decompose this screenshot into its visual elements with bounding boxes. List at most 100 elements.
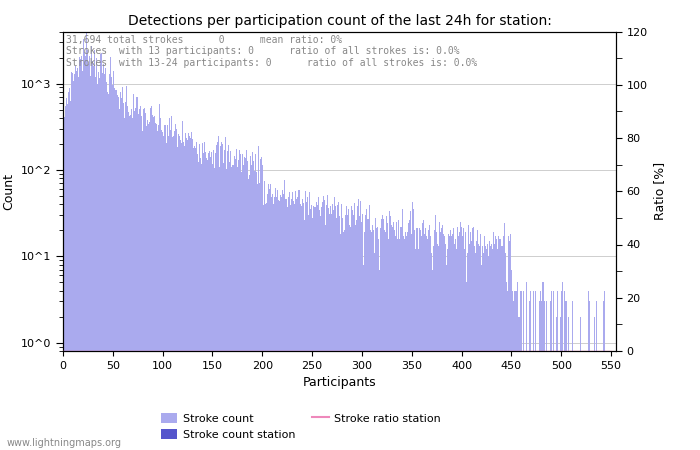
Bar xyxy=(435,215,436,450)
Bar xyxy=(396,222,398,450)
Bar xyxy=(375,218,377,450)
Bar xyxy=(105,68,106,450)
Bar xyxy=(211,152,212,450)
Bar xyxy=(197,154,198,450)
Bar xyxy=(446,265,447,450)
Bar xyxy=(221,142,222,450)
Bar xyxy=(191,132,192,450)
Bar xyxy=(560,317,561,450)
Bar xyxy=(196,142,197,450)
Bar xyxy=(74,74,76,450)
Bar xyxy=(449,236,450,450)
X-axis label: Participants: Participants xyxy=(302,376,377,389)
Y-axis label: Ratio [%]: Ratio [%] xyxy=(653,162,666,220)
Bar xyxy=(280,195,281,450)
Bar xyxy=(113,71,114,450)
Bar xyxy=(295,199,297,450)
Bar xyxy=(488,256,489,450)
Bar xyxy=(178,134,179,450)
Bar xyxy=(399,238,400,450)
Bar xyxy=(384,230,385,450)
Bar xyxy=(542,282,543,450)
Bar xyxy=(514,291,515,450)
Bar xyxy=(146,126,147,450)
Bar xyxy=(464,249,465,450)
Bar xyxy=(382,215,384,450)
Bar xyxy=(195,148,196,450)
Bar xyxy=(137,97,138,450)
Bar xyxy=(421,236,422,450)
Bar xyxy=(199,144,200,450)
Bar xyxy=(241,172,242,450)
Bar xyxy=(285,199,286,450)
Bar xyxy=(265,204,266,450)
Bar xyxy=(218,136,219,450)
Bar xyxy=(372,225,373,450)
Bar xyxy=(286,199,287,450)
Bar xyxy=(158,125,159,450)
Bar xyxy=(253,161,254,450)
Bar xyxy=(307,215,309,450)
Bar xyxy=(186,138,187,450)
Bar xyxy=(344,230,346,450)
Bar xyxy=(300,206,302,450)
Bar xyxy=(145,112,146,450)
Bar xyxy=(244,157,245,450)
Bar xyxy=(448,234,449,450)
Bar xyxy=(311,205,312,450)
Bar xyxy=(81,56,83,450)
Bar xyxy=(287,207,288,450)
Bar xyxy=(481,265,482,450)
Bar xyxy=(321,202,323,450)
Bar xyxy=(209,151,210,450)
Bar xyxy=(71,72,73,450)
Bar xyxy=(414,230,415,450)
Bar xyxy=(92,61,93,450)
Bar xyxy=(99,78,100,450)
Bar xyxy=(148,124,149,450)
Bar xyxy=(270,184,271,450)
Bar xyxy=(417,229,418,450)
Bar xyxy=(521,291,522,450)
Bar xyxy=(252,153,253,450)
Bar xyxy=(510,234,511,450)
Bar xyxy=(346,206,347,450)
Bar xyxy=(328,214,330,450)
Bar xyxy=(160,118,161,450)
Bar xyxy=(440,232,441,450)
Bar xyxy=(553,291,554,450)
Bar xyxy=(427,238,428,450)
Bar xyxy=(387,223,388,450)
Bar xyxy=(587,291,589,450)
Bar xyxy=(135,108,136,450)
Bar xyxy=(385,232,386,450)
Bar xyxy=(180,140,181,450)
Bar xyxy=(162,131,163,450)
Bar xyxy=(194,146,195,450)
Bar xyxy=(456,249,457,450)
Bar xyxy=(465,232,466,450)
Bar xyxy=(330,214,332,450)
Bar xyxy=(259,183,260,450)
Bar xyxy=(504,223,505,450)
Bar xyxy=(183,141,184,450)
Bar xyxy=(473,227,474,450)
Bar xyxy=(147,120,148,450)
Bar xyxy=(64,117,66,450)
Bar xyxy=(512,291,513,450)
Bar xyxy=(189,136,190,450)
Y-axis label: Count: Count xyxy=(2,173,15,210)
Bar xyxy=(406,236,407,450)
Bar xyxy=(309,209,311,450)
Bar xyxy=(144,108,145,450)
Bar xyxy=(441,229,442,450)
Bar xyxy=(402,209,403,450)
Bar xyxy=(433,247,434,450)
Bar xyxy=(231,166,232,450)
Bar xyxy=(415,249,416,450)
Bar xyxy=(107,92,108,450)
Bar xyxy=(208,153,209,450)
Bar xyxy=(226,169,227,450)
Bar xyxy=(125,102,126,450)
Bar xyxy=(323,200,325,450)
